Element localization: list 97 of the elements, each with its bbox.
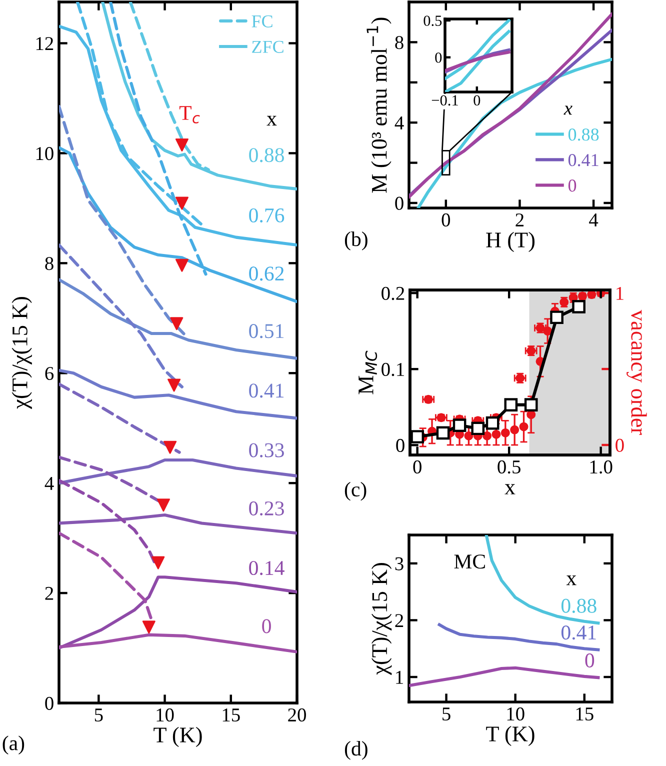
y-tick-label: 10 (36, 147, 54, 160)
y-tick-label: 8 (395, 36, 404, 50)
text: (a) (2, 736, 24, 755)
point (510, 425, 520, 434)
y-tick-label: 2 (45, 586, 54, 600)
y-tick-label: 3 (395, 557, 404, 570)
annotation: 0.41 (249, 384, 284, 398)
legend-label: 0.41 (568, 154, 598, 166)
y-tick-label: 6 (45, 366, 54, 380)
y2-tick-label: 0 (616, 438, 624, 452)
x-tick-label: 1.0 (590, 460, 612, 474)
x-axis-title: T (K) (154, 726, 202, 748)
line-series (59, 576, 297, 650)
y-tick-label: 4 (44, 477, 54, 490)
legend-label: 0 (568, 180, 576, 192)
annotation: 0.41 (561, 626, 596, 640)
annotation: x (566, 576, 576, 586)
legend-label: ZFC (252, 40, 284, 53)
x-tick-label: 10 (507, 707, 524, 721)
annotation: 0.88 (561, 598, 596, 613)
line-series (445, 19, 510, 80)
text: (c) (344, 482, 366, 501)
y2-axis-title: vacancy order (626, 310, 647, 435)
point (152, 556, 165, 570)
point (504, 398, 518, 412)
y-tick-label: 0 (396, 438, 404, 452)
annotation: 0.33 (249, 443, 284, 458)
x-tick-label: 2 (516, 213, 524, 226)
line-series (59, 368, 297, 420)
y-axis-title: M$_{MC}$ (358, 350, 378, 394)
x-tick-label: 20 (288, 708, 306, 722)
y2-tick-label: 1 (616, 286, 624, 300)
text: (d) (344, 740, 368, 760)
y-tick-label: 8 (45, 256, 54, 270)
line-series (409, 666, 600, 688)
y-tick-label: 2 (395, 614, 404, 627)
x-tick-label: 10 (156, 708, 174, 722)
x-tick-label: 15 (222, 708, 240, 722)
point (175, 196, 188, 210)
x-axis-title: T (K) (486, 726, 534, 746)
y-axis-title: χ(T)/χ(15 K) (371, 563, 392, 675)
point (410, 430, 424, 444)
point (168, 378, 181, 392)
x-axis-title: x (504, 484, 516, 494)
x-tick-label: 0 (413, 460, 422, 474)
x-tick-label: 0.5 (498, 460, 520, 474)
point (170, 317, 184, 330)
y-tick-label: 0.1 (382, 362, 404, 376)
legend-label: 0.88 (568, 128, 599, 141)
annotation: 0.62 (249, 266, 284, 281)
point (436, 426, 450, 440)
x-tick-label: 4 (589, 214, 598, 226)
annotation: 0.76 (249, 208, 284, 223)
line-series (59, 382, 181, 454)
x-tick-label: 0 (442, 213, 450, 227)
y-axis-title: M (10³ emu mol$^{−1}$) (366, 18, 392, 193)
point (482, 431, 492, 440)
line-series (438, 623, 600, 652)
legend-label: FC (252, 15, 272, 28)
annotation: 0.88 (249, 148, 284, 162)
point (550, 310, 564, 324)
annotation: 0 (262, 619, 271, 634)
annotation: 0.51 (249, 324, 284, 338)
text: (b) (344, 232, 368, 250)
x-tick-label: 5 (94, 708, 103, 722)
y-axis-title: χ(T)/χ(15 K) (12, 297, 32, 409)
y-tick-label: 4 (394, 116, 404, 130)
legend-title: x (564, 106, 572, 115)
point (175, 258, 188, 272)
line-series (445, 30, 510, 92)
annotation: 0.14 (249, 560, 284, 576)
point (519, 422, 528, 432)
x-axis-title: H (T) (486, 232, 535, 252)
annotation: T$_{c}$ (179, 106, 200, 124)
point (524, 398, 538, 412)
annotation: 0 (585, 653, 594, 668)
line-series (484, 535, 600, 625)
y-tick-label: 1 (396, 670, 403, 684)
y-tick-label: 0 (45, 696, 54, 710)
annotation: 0.23 (249, 501, 284, 516)
y-tick-label: 0.2 (382, 286, 404, 300)
x-tick-label: 15 (576, 708, 594, 721)
point (500, 428, 510, 438)
point (492, 430, 501, 439)
x-tick-label: −0.1 (432, 95, 458, 106)
line-series (59, 458, 297, 485)
annotation: x (266, 116, 277, 126)
point (156, 498, 170, 512)
x-tick-label: 5 (442, 708, 450, 721)
line-series (101, 2, 297, 190)
annotation: MC (454, 554, 485, 569)
y-tick-label: 0 (395, 196, 404, 210)
point (175, 138, 188, 152)
point (164, 440, 177, 454)
point (464, 431, 474, 440)
y-tick-label: 12 (36, 37, 54, 50)
point (142, 620, 156, 634)
